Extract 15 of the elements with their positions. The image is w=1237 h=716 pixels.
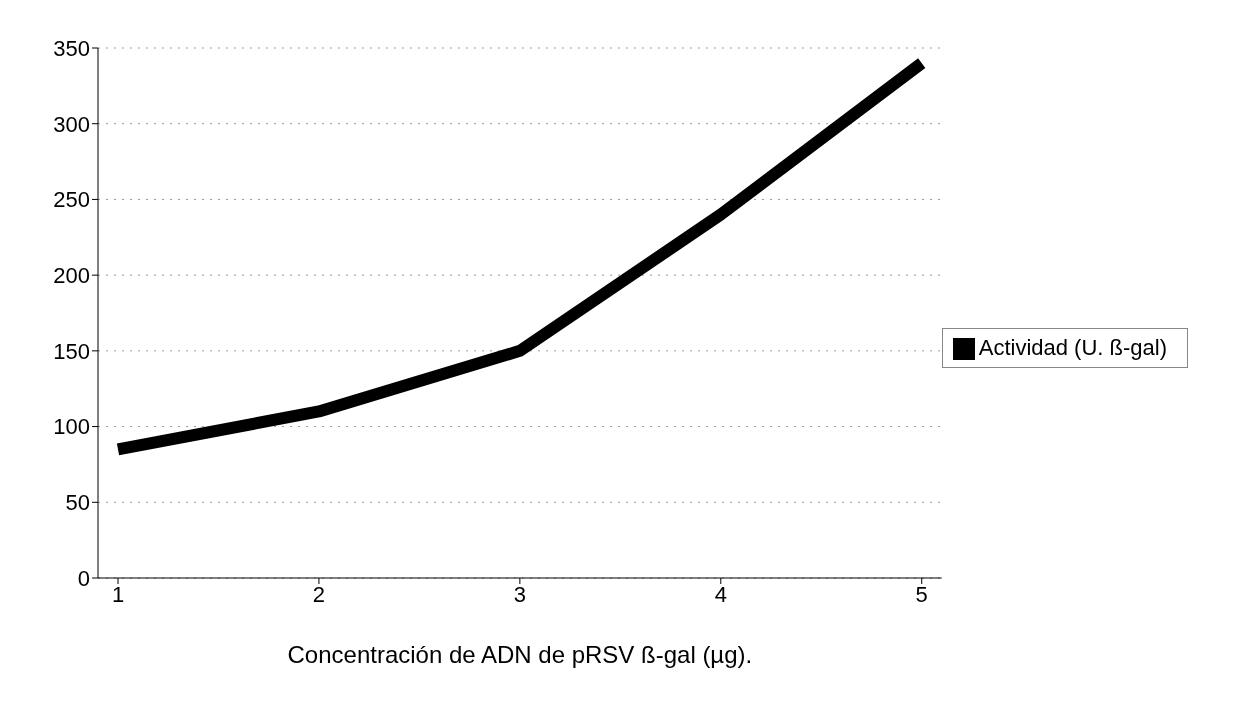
x-tick-label: 1	[111, 581, 125, 607]
x-axis-title: Concentración de ADN de pRSV ß-gal (µg).	[287, 641, 753, 668]
y-tick-label: 250	[53, 187, 90, 213]
x-tick-label: 3	[513, 581, 526, 607]
y-tick-label: 150	[53, 338, 90, 364]
y-tick-label: 0	[77, 565, 90, 591]
y-tick-label: 300	[53, 111, 90, 137]
y-tick-label: 350	[53, 35, 90, 61]
legend-label: Actividad (U. ß-gal)	[978, 335, 1167, 360]
x-tick-label: 2	[312, 581, 326, 607]
y-tick-label: 50	[65, 490, 90, 516]
x-tick-label: 5	[915, 581, 928, 607]
x-tick-label: 4	[714, 581, 727, 607]
y-tick-label: 200	[53, 262, 90, 288]
y-tick-label: 100	[53, 414, 90, 440]
